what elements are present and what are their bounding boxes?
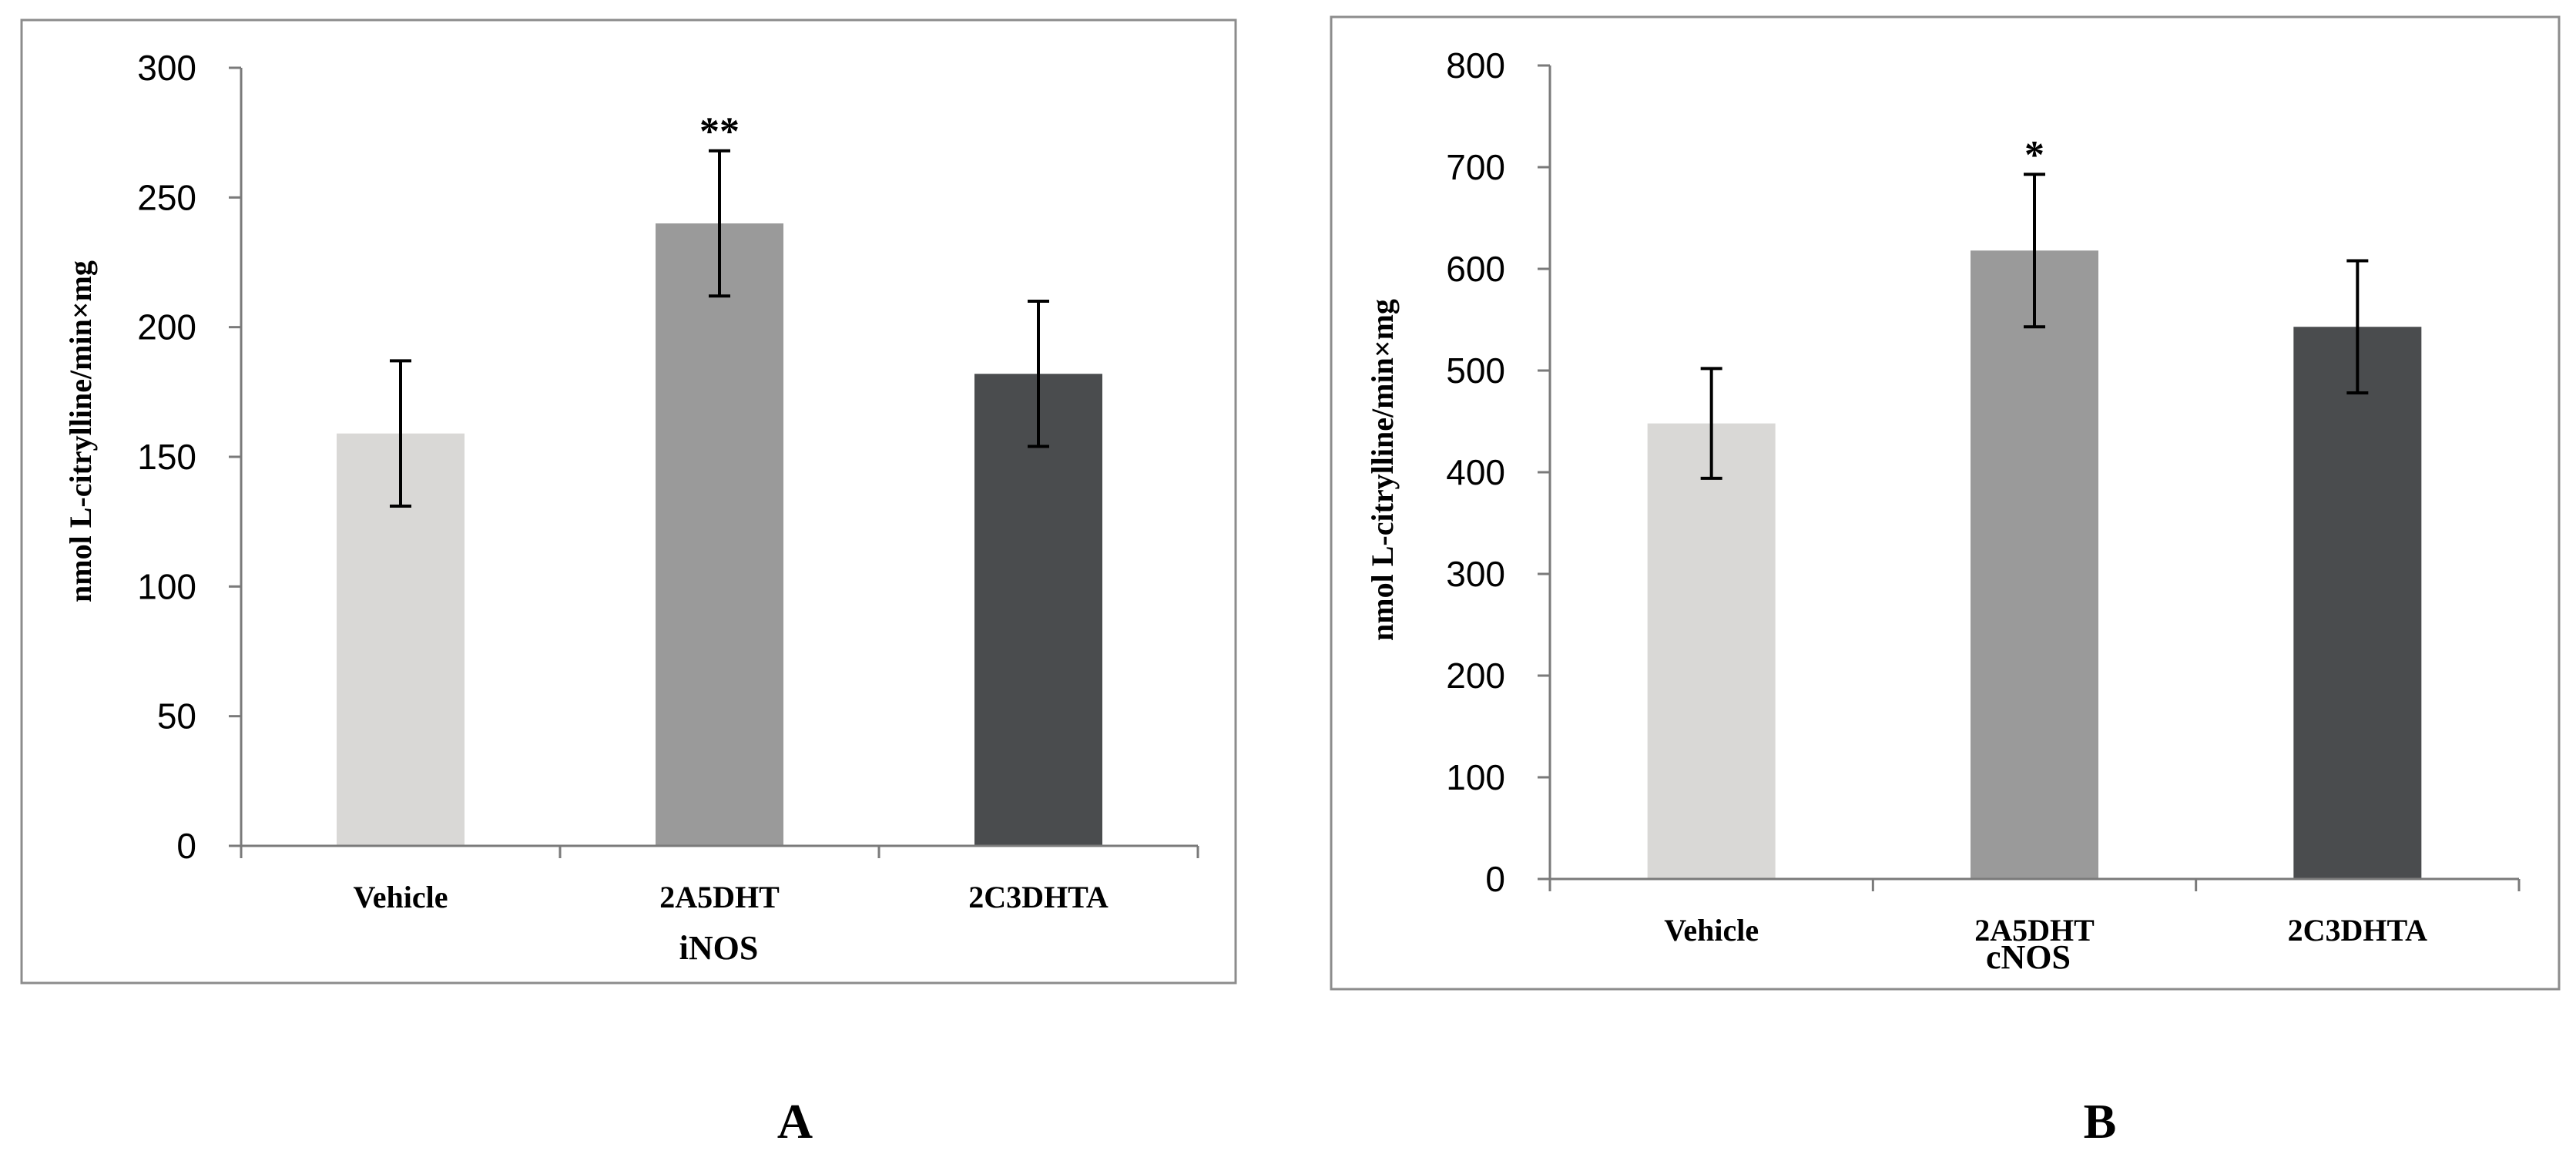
- y-tick-label-b-700: 700: [1446, 147, 1505, 187]
- chart-panel-a: ** 0 50 100 150 200 250 300 Vehicle 2A5DHT 2C3DHTA…: [20, 18, 1237, 1149]
- x-axis-title-b: cNOS: [1986, 938, 2071, 976]
- category-label-a-3: 2C3DHTA: [968, 880, 1109, 914]
- bar-a-3: [974, 374, 1102, 846]
- y-tick-label-a-150: 150: [137, 437, 196, 477]
- y-tick-label-a-300: 300: [137, 48, 196, 88]
- y-axis-title-a: nmol L-citrylline/min×mg: [63, 260, 98, 602]
- chart-frame-a: [20, 18, 1237, 985]
- y-tick-label-b-0: 0: [1485, 859, 1505, 899]
- error-bar-a-2: [709, 149, 730, 298]
- category-label-b-3: 2C3DHTA: [2288, 913, 2428, 948]
- chart-frame-b: [1330, 15, 2561, 991]
- y-tick-label-b-100: 100: [1446, 757, 1505, 797]
- bar-b-1: [1647, 423, 1776, 879]
- error-bar-b-3: [2346, 259, 2369, 395]
- y-axis-title-b: nmol L-citrylline/min×mg: [1365, 299, 1400, 641]
- y-tick-label-a-50: 50: [157, 696, 196, 736]
- y-tick-label-b-500: 500: [1446, 351, 1505, 391]
- error-bar-a-3: [1028, 300, 1049, 448]
- y-tick-label-a-200: 200: [137, 307, 196, 347]
- y-tick-label-b-600: 600: [1446, 249, 1505, 289]
- panel-label-a: A: [777, 1094, 813, 1149]
- panel-label-b: B: [2084, 1094, 2117, 1149]
- x-axis-title-a: iNOS: [679, 929, 759, 967]
- y-tick-label-b-300: 300: [1446, 554, 1505, 594]
- bar-b-2: [1971, 250, 2098, 879]
- bar-b-3: [2293, 327, 2422, 879]
- category-label-a-1: Vehicle: [354, 880, 448, 914]
- error-bar-a-1: [390, 359, 411, 508]
- plot-area-a: ** 0 50 100 150 200 250 300 Vehicle 2A5DHT 2C3DHTA: [137, 48, 1199, 914]
- y-tick-label-a-250: 250: [137, 177, 196, 217]
- y-tick-label-b-400: 400: [1446, 452, 1505, 492]
- category-label-b-2: 2A5DHT: [1974, 913, 2095, 948]
- chart-panel-b: * 0 100 200 300 400 500 600 700 800 Vehicle 2A5DHT 2…: [1330, 15, 2561, 1149]
- y-tick-label-a-0: 0: [176, 826, 196, 866]
- significance-marker-b-2: *: [2024, 133, 2044, 177]
- error-bar-b-2: [2024, 173, 2045, 329]
- y-tick-label-a-100: 100: [137, 566, 196, 606]
- plot-area-b: * 0 100 200 300 400 500 600 700 800 Vehicle 2A5DHT 2…: [1446, 45, 2521, 948]
- y-tick-label-b-800: 800: [1446, 45, 1505, 86]
- category-label-b-1: Vehicle: [1664, 913, 1759, 948]
- bar-a-2: [656, 223, 783, 846]
- category-label-a-2: 2A5DHT: [659, 880, 780, 914]
- y-tick-label-b-200: 200: [1446, 656, 1505, 696]
- significance-marker-a-2: **: [699, 110, 740, 154]
- error-bar-b-1: [1700, 367, 1722, 480]
